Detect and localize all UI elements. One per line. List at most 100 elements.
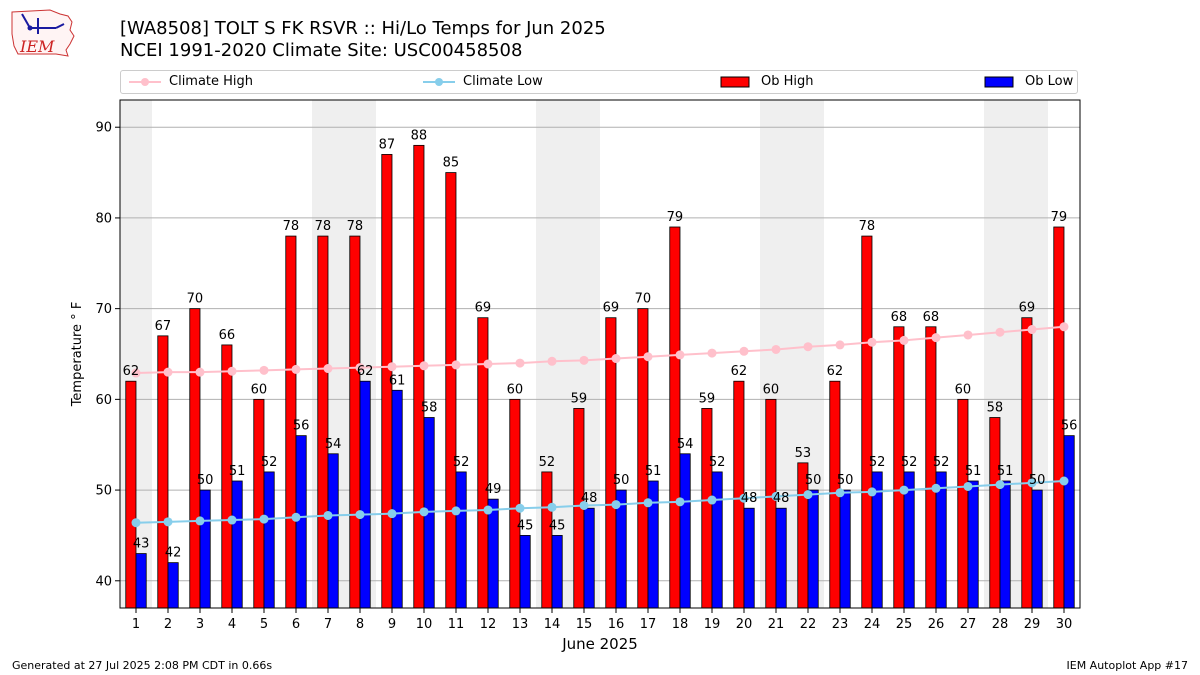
label-ob-low-15: 48 (581, 491, 598, 506)
label-ob-high-5: 60 (251, 382, 268, 397)
xtick-label-16: 16 (608, 617, 625, 632)
bar-ob-low-22 (807, 489, 819, 609)
label-ob-high-16: 69 (603, 301, 620, 316)
ytick-label-50: 50 (95, 484, 112, 499)
label-ob-low-28: 51 (997, 464, 1014, 479)
iem-logo: IEM (11, 9, 75, 57)
point-climate-low-19 (707, 495, 717, 505)
legend-label-climate-low: Climate Low (463, 74, 543, 89)
point-climate-low-22 (803, 490, 813, 500)
point-climate-low-10 (419, 507, 429, 517)
ytick-label-40: 40 (95, 574, 112, 589)
xtick-label-21: 21 (768, 617, 785, 632)
point-climate-high-4 (227, 366, 237, 376)
point-climate-low-17 (643, 498, 653, 508)
chart-title: [WA8508] TOLT S FK RSVR :: Hi/Lo Temps f… (120, 18, 606, 39)
point-climate-low-27 (963, 481, 973, 491)
point-climate-high-25 (899, 335, 909, 345)
bar-ob-low-2 (167, 562, 179, 609)
label-ob-low-29: 50 (1029, 473, 1046, 488)
label-ob-low-20: 48 (741, 491, 758, 506)
bar-ob-low-3 (199, 489, 211, 609)
label-ob-high-20: 62 (731, 364, 748, 379)
label-ob-high-13: 60 (507, 382, 524, 397)
point-climate-low-21 (771, 491, 781, 501)
point-climate-low-8 (355, 510, 365, 520)
label-ob-low-1: 43 (133, 537, 150, 552)
bar-ob-high-28 (989, 417, 1001, 609)
bar-ob-high-1 (125, 380, 137, 609)
xtick-label-25: 25 (896, 617, 913, 632)
bar-ob-low-12 (487, 498, 499, 609)
point-climate-high-30 (1059, 322, 1069, 332)
chart-subtitle: NCEI 1991-2020 Climate Site: USC00458508 (120, 40, 523, 61)
xtick-label-30: 30 (1056, 617, 1073, 632)
xtick-label-18: 18 (672, 617, 689, 632)
label-ob-low-24: 52 (869, 455, 886, 470)
xtick-label-17: 17 (640, 617, 657, 632)
xtick-label-23: 23 (832, 617, 849, 632)
point-climate-high-15 (579, 355, 589, 365)
point-climate-high-17 (643, 352, 653, 362)
point-climate-high-22 (803, 342, 813, 352)
xtick-label-1: 1 (132, 617, 140, 632)
point-climate-high-21 (771, 344, 781, 354)
point-climate-high-13 (515, 358, 525, 368)
xtick-label-22: 22 (800, 617, 817, 632)
label-ob-low-30: 56 (1061, 419, 1078, 434)
ytick-label-80: 80 (95, 211, 112, 226)
point-climate-low-9 (387, 509, 397, 519)
label-ob-low-14: 45 (549, 518, 566, 533)
label-ob-low-16: 50 (613, 473, 630, 488)
x-axis-label: June 2025 (561, 635, 638, 653)
xtick-label-5: 5 (260, 617, 268, 632)
label-ob-low-3: 50 (197, 473, 214, 488)
xtick-label-3: 3 (196, 617, 204, 632)
xtick-label-4: 4 (228, 617, 236, 632)
point-climate-high-23 (835, 340, 845, 350)
point-climate-high-19 (707, 348, 717, 358)
bar-ob-low-19 (711, 471, 723, 609)
bar-ob-low-6 (295, 435, 307, 609)
label-ob-high-29: 69 (1019, 301, 1036, 316)
xtick-label-28: 28 (992, 617, 1009, 632)
label-ob-low-11: 52 (453, 455, 470, 470)
label-ob-low-19: 52 (709, 455, 726, 470)
point-climate-low-5 (259, 514, 269, 524)
point-climate-high-20 (739, 346, 749, 356)
label-ob-low-21: 48 (773, 491, 790, 506)
chart-legend: Climate High Climate Low Ob High Ob Low (120, 70, 1078, 94)
label-ob-low-8: 62 (357, 364, 374, 379)
label-ob-high-10: 88 (411, 128, 428, 143)
point-climate-high-9 (387, 362, 397, 372)
ytick-label-60: 60 (95, 393, 112, 408)
point-climate-low-14 (547, 502, 557, 512)
bar-ob-low-9 (391, 389, 403, 609)
footer-app-id: IEM Autoplot App #17 (1066, 659, 1189, 672)
label-ob-high-6: 78 (283, 219, 300, 234)
label-ob-high-24: 78 (859, 219, 876, 234)
point-climate-low-20 (739, 493, 749, 503)
bar-ob-low-23 (839, 489, 851, 609)
point-climate-high-3 (195, 367, 205, 377)
bar-ob-high-10 (413, 144, 425, 609)
bar-ob-low-14 (551, 535, 563, 609)
point-climate-high-10 (419, 361, 429, 371)
point-climate-low-11 (451, 506, 461, 516)
label-ob-high-22: 53 (795, 446, 812, 461)
label-ob-low-13: 45 (517, 518, 534, 533)
point-climate-high-14 (547, 356, 557, 366)
ytick-label-90: 90 (95, 121, 112, 136)
footer-generated: Generated at 27 Jul 2025 2:08 PM CDT in … (12, 659, 273, 672)
ytick-label-70: 70 (95, 302, 112, 317)
xtick-label-13: 13 (512, 617, 529, 632)
legend-swatch-climate-low (423, 78, 455, 86)
bar-ob-low-21 (775, 507, 787, 609)
label-ob-high-3: 70 (187, 292, 204, 307)
point-climate-high-5 (259, 365, 269, 375)
label-ob-low-5: 52 (261, 455, 278, 470)
xtick-label-20: 20 (736, 617, 753, 632)
bar-ob-high-27 (957, 398, 969, 609)
label-ob-low-12: 49 (485, 482, 502, 497)
label-ob-high-21: 60 (763, 382, 780, 397)
